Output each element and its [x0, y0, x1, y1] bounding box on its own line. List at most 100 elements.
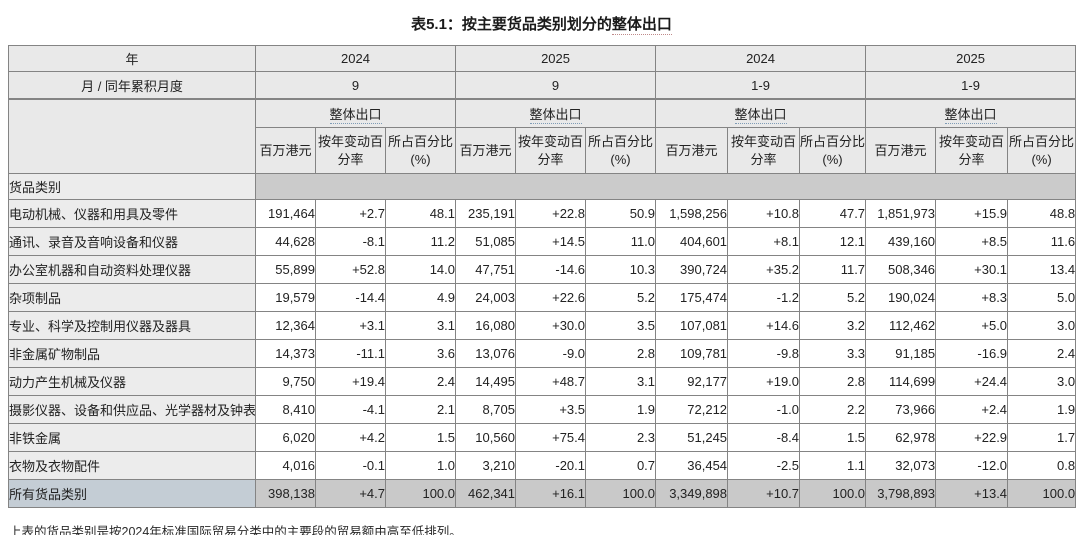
subheader-yoy-change: 按年变动百分率: [515, 127, 587, 174]
cell-value: 11.7: [799, 255, 867, 284]
cell-value: -14.6: [515, 255, 587, 284]
subheader-share: 所占百分比 (%): [585, 127, 657, 174]
group2-period: 9: [455, 71, 657, 100]
cell-value: 3.5: [585, 311, 657, 340]
cell-value: +2.7: [315, 199, 386, 228]
cell-value: +75.4: [515, 423, 587, 452]
cell-value: 11.6: [1007, 227, 1077, 256]
cell-value: 390,724: [655, 255, 729, 284]
cell-value: +16.1: [515, 479, 587, 508]
cell-value: 51,085: [455, 227, 517, 256]
group1-year: 2024: [254, 45, 457, 72]
footnote: 上表的货品类别是按2024年标准国际贸易分类中的主要段的贸易额由高至低排列。: [9, 525, 462, 535]
cell-value: 14,373: [255, 339, 316, 368]
group3-period: 1-9: [655, 71, 867, 100]
series-row: 整体出口 整体出口 整体出口 整体出口: [8, 98, 1077, 174]
cell-value: 72,212: [655, 395, 729, 424]
row-label: 专业、科学及控制用仪器及器具: [8, 311, 256, 340]
cell-value: +52.8: [315, 255, 386, 284]
page-title: 表5.1：按主要货品类别划分的整体出口: [8, 13, 1075, 35]
group3-series-cell: 整体出口: [655, 98, 867, 128]
group4-series-term[interactable]: 整体出口: [944, 107, 997, 124]
cell-value: 1.1: [799, 451, 867, 480]
cell-value: +5.0: [935, 311, 1009, 340]
title-glossary-term[interactable]: 整体出口: [611, 16, 672, 35]
cell-value: +8.5: [935, 227, 1009, 256]
year-row: 年 2024 2025 2024 2025: [8, 45, 1077, 72]
cell-value: 55,899: [255, 255, 316, 284]
table-row: 动力产生机械及仪器 9,750 +19.4 2.4 14,495 +48.7 3.1 92,1…: [8, 367, 1077, 396]
cell-value: 51,245: [655, 423, 729, 452]
group2-series-cell: 整体出口: [455, 98, 657, 128]
group2-year: 2025: [455, 45, 657, 72]
cell-value: 3.0: [1007, 367, 1077, 396]
cell-value: 1.9: [1007, 395, 1077, 424]
cell-value: +48.7: [515, 367, 587, 396]
row-label: 所有货品类别: [8, 479, 256, 508]
cell-value: 3.0: [1007, 311, 1077, 340]
cell-value: -2.5: [727, 451, 801, 480]
cell-value: -8.4: [727, 423, 801, 452]
row-label: 通讯、录音及音响设备和仪器: [8, 227, 256, 256]
cell-value: +19.4: [315, 367, 386, 396]
subheader-millions: 百万港元: [255, 127, 316, 174]
cell-value: +35.2: [727, 255, 801, 284]
cell-value: -4.1: [315, 395, 386, 424]
cell-value: 191,464: [255, 199, 316, 228]
cell-value: 11.0: [585, 227, 657, 256]
cell-value: +24.4: [935, 367, 1009, 396]
cell-value: 8,410: [255, 395, 316, 424]
cell-value: 16,080: [455, 311, 517, 340]
cell-value: 11.2: [384, 227, 457, 256]
cell-value: 114,699: [865, 367, 937, 396]
cell-value: 0.7: [585, 451, 657, 480]
group1-series-cell: 整体出口: [254, 98, 457, 128]
cell-value: 2.1: [384, 395, 457, 424]
cell-value: -0.1: [315, 451, 386, 480]
cell-value: 32,073: [865, 451, 937, 480]
cell-value: +3.5: [515, 395, 587, 424]
cell-value: 3.1: [384, 311, 457, 340]
subheader-share: 所占百分比 (%): [384, 127, 457, 174]
cell-value: 10,560: [455, 423, 517, 452]
cell-value: +4.2: [315, 423, 386, 452]
cell-value: -9.8: [727, 339, 801, 368]
row-label: 动力产生机械及仪器: [8, 367, 256, 396]
cell-value: 44,628: [255, 227, 316, 256]
cell-value: 14.0: [384, 255, 457, 284]
subheader-yoy-change: 按年变动百分率: [727, 127, 801, 174]
table-row: 衣物及衣物配件 4,016 -0.1 1.0 3,210 -20.1 0.7 36,454 -2…: [8, 451, 1077, 480]
cell-value: +8.1: [727, 227, 801, 256]
cell-value: 73,966: [865, 395, 937, 424]
cell-value: 3,798,893: [865, 479, 937, 508]
cell-value: 62,978: [865, 423, 937, 452]
group1-series-term[interactable]: 整体出口: [329, 107, 382, 124]
cell-value: +15.9: [935, 199, 1009, 228]
cell-value: +13.4: [935, 479, 1009, 508]
cell-value: 398,138: [255, 479, 316, 508]
subheader-millions: 百万港元: [655, 127, 729, 174]
subheader-share: 所占百分比 (%): [799, 127, 867, 174]
cell-value: 3.1: [585, 367, 657, 396]
row-label: 非金属矿物制品: [8, 339, 256, 368]
subheader-share: 所占百分比 (%): [1007, 127, 1077, 174]
cell-value: 5.0: [1007, 283, 1077, 312]
cell-value: 36,454: [655, 451, 729, 480]
cell-value: 91,185: [865, 339, 937, 368]
table-row: 办公室机器和自动资料处理仪器 55,899 +52.8 14.0 47,751 -14.6…: [8, 255, 1077, 284]
cell-value: 4.9: [384, 283, 457, 312]
cell-value: -14.4: [315, 283, 386, 312]
title-text: 表5.1：按主要货品类别划分的: [411, 16, 612, 33]
category-header-band: [254, 173, 1077, 200]
cell-value: 404,601: [655, 227, 729, 256]
cell-value: 1.5: [799, 423, 867, 452]
group3-series-term[interactable]: 整体出口: [734, 107, 787, 124]
subheader-yoy-change: 按年变动百分率: [935, 127, 1009, 174]
cell-value: 47,751: [455, 255, 517, 284]
cell-value: 1,598,256: [655, 199, 729, 228]
group4-year: 2025: [865, 45, 1077, 72]
group2-series-term[interactable]: 整体出口: [529, 107, 582, 124]
cell-value: +4.7: [315, 479, 386, 508]
cell-value: +8.3: [935, 283, 1009, 312]
table-row: 专业、科学及控制用仪器及器具 12,364 +3.1 3.1 16,080 +30.0 3.…: [8, 311, 1077, 340]
